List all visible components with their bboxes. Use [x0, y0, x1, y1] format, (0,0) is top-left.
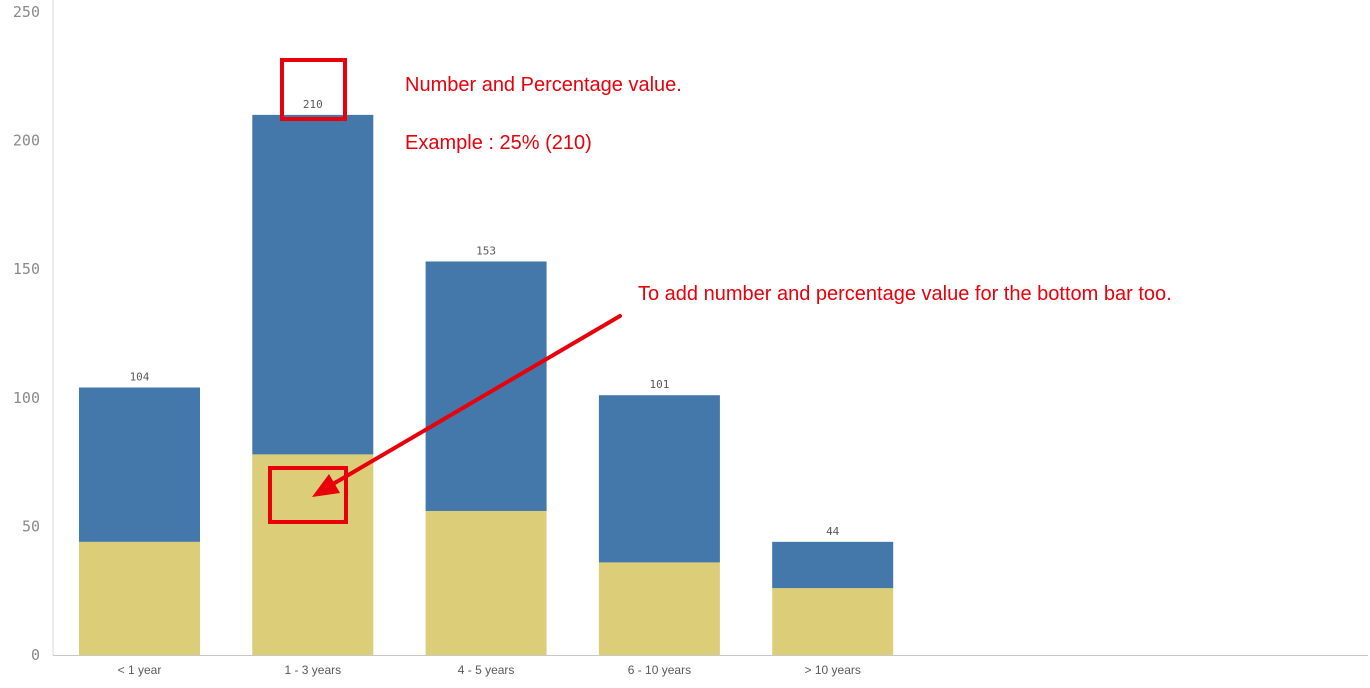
- bars: [79, 114, 894, 655]
- arrow-head: [312, 474, 340, 497]
- arrow-shaft: [331, 314, 622, 486]
- bar-segment-top: [425, 261, 547, 511]
- highlight-box-bottom: [268, 466, 348, 524]
- bar-total-label: 210: [303, 98, 323, 111]
- x-tick-label: 1 - 3 years: [284, 663, 341, 677]
- bar-total-label: 44: [826, 525, 840, 538]
- x-tick-label: 6 - 10 years: [628, 663, 691, 677]
- bar-segment-bottom: [425, 510, 547, 655]
- bar-segment-bottom: [79, 541, 200, 655]
- y-tick-label: 0: [31, 646, 40, 664]
- bar-segment-bottom: [598, 562, 720, 655]
- bar-segment-bottom: [252, 454, 374, 655]
- bar-segment-top: [772, 541, 894, 589]
- y-tick-label: 100: [13, 389, 40, 407]
- bar-segment-bottom: [772, 588, 894, 655]
- bar-segment-top: [598, 395, 720, 563]
- annotation-shapes: [268, 58, 622, 524]
- bar-total-label: 153: [476, 244, 496, 257]
- x-tick-label: > 10 years: [805, 663, 861, 677]
- y-tick-label: 250: [13, 3, 40, 21]
- bar-total-label: 101: [649, 378, 669, 391]
- x-tick-label: < 1 year: [118, 663, 162, 677]
- y-tick-label: 50: [22, 517, 40, 535]
- bar-segment-top: [252, 114, 374, 455]
- y-tick-label: 200: [13, 132, 40, 150]
- bar-total-label: 104: [130, 371, 150, 384]
- axes: 0 50 100 150 200 250: [13, 0, 1368, 664]
- bar-segment-top: [79, 387, 200, 542]
- data-labels: 104 < 1 year 210 1 - 3 years 153 4 - 5 years 1…: [118, 98, 861, 677]
- annotation-top-line1: Number and Percentage value.: [405, 74, 682, 96]
- x-tick-label: 4 - 5 years: [458, 663, 515, 677]
- annotation-top-line2: Example : 25% (210): [405, 132, 592, 154]
- y-tick-label: 150: [13, 260, 40, 278]
- highlight-box-top: [280, 58, 347, 121]
- annotation-bottom: To add number and percentage value for t…: [638, 283, 1172, 305]
